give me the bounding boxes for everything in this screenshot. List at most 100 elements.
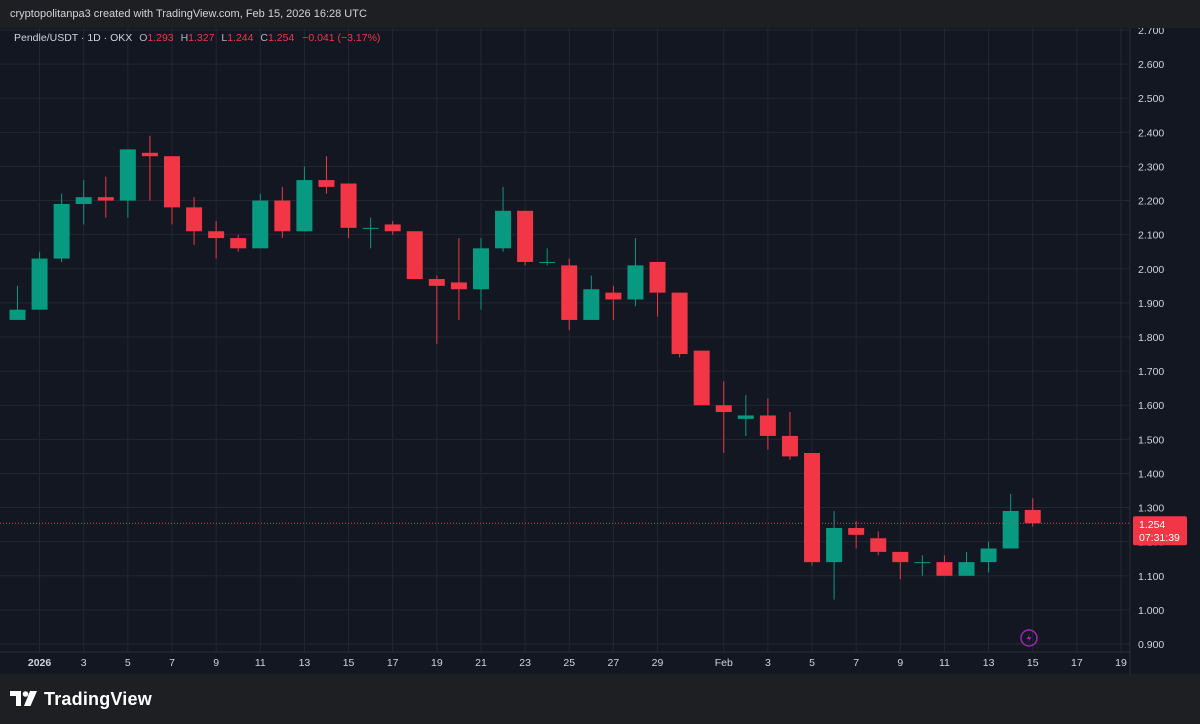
candle-body <box>97 197 114 201</box>
candle[interactable] <box>252 193 269 249</box>
candle[interactable] <box>186 197 203 245</box>
candle[interactable] <box>583 275 600 320</box>
candle[interactable] <box>1024 498 1041 527</box>
candle-body <box>892 551 909 563</box>
candle-body <box>318 180 335 187</box>
price-axis[interactable] <box>1130 28 1200 674</box>
y-tick-label: 2.600 <box>1138 59 1164 71</box>
tradingview-brand[interactable]: TradingView <box>10 688 152 710</box>
candle[interactable] <box>495 186 512 252</box>
candle[interactable] <box>958 551 975 576</box>
candle[interactable] <box>75 180 92 225</box>
candle-body <box>252 200 269 249</box>
candle-body <box>362 227 379 229</box>
y-tick-label: 1.000 <box>1138 605 1164 617</box>
candle-body <box>9 309 26 320</box>
x-tick-label: 13 <box>299 657 311 669</box>
candle[interactable] <box>936 555 953 576</box>
y-tick-label: 1.300 <box>1138 503 1164 515</box>
y-tick-label: 1.700 <box>1138 366 1164 378</box>
y-tick-label: 0.900 <box>1138 639 1164 651</box>
x-tick-label: 19 <box>1115 657 1127 669</box>
candle[interactable] <box>472 238 489 310</box>
candle[interactable] <box>826 510 843 600</box>
candle-body <box>649 261 666 293</box>
candle[interactable] <box>605 285 622 320</box>
candle[interactable] <box>693 350 710 406</box>
candle[interactable] <box>759 398 776 450</box>
candle[interactable] <box>781 412 798 460</box>
candle-body <box>561 265 578 320</box>
candle[interactable] <box>141 135 158 201</box>
y-tick-label: 2.100 <box>1138 230 1164 242</box>
candle-body <box>296 180 313 232</box>
candle[interactable] <box>362 217 379 249</box>
candle[interactable] <box>517 210 534 266</box>
open-value: 1.293 <box>147 32 174 44</box>
y-tick-label: 1.100 <box>1138 571 1164 583</box>
candle-body <box>208 231 225 239</box>
x-tick-label: 13 <box>983 657 995 669</box>
y-tick-label: 2.400 <box>1138 127 1164 139</box>
candle[interactable] <box>561 258 578 331</box>
candle-body <box>75 197 92 204</box>
x-tick-label: 23 <box>519 657 531 669</box>
x-tick-label: 15 <box>343 657 355 669</box>
x-tick-label: Feb <box>715 657 733 669</box>
candle[interactable] <box>163 156 180 225</box>
candle[interactable] <box>715 381 732 453</box>
candle[interactable] <box>31 251 48 310</box>
candle-body <box>914 562 931 564</box>
candle[interactable] <box>230 234 247 252</box>
y-tick-label: 2.000 <box>1138 264 1164 276</box>
candle[interactable] <box>671 292 688 358</box>
candle[interactable] <box>737 394 754 436</box>
candle[interactable] <box>208 221 225 259</box>
time-axis[interactable] <box>0 652 1130 674</box>
top-bar: cryptopolitanpa3 created with TradingVie… <box>0 0 1200 28</box>
candle-body <box>472 248 489 290</box>
candle[interactable] <box>450 238 467 320</box>
candle[interactable] <box>870 531 887 556</box>
candle-body <box>53 203 70 259</box>
candle[interactable] <box>804 452 821 566</box>
candle-body <box>804 452 821 563</box>
y-tick-label: 1.900 <box>1138 298 1164 310</box>
candle[interactable] <box>1002 493 1019 549</box>
candle-body <box>119 149 136 201</box>
candle-body <box>1002 510 1019 549</box>
candle-body <box>450 282 467 290</box>
x-tick-label: 19 <box>431 657 443 669</box>
candle[interactable] <box>627 238 644 307</box>
price-tag-countdown: 07:31:39 <box>1139 532 1180 544</box>
ohlc-legend: Pendle/USDT · 1D · OKX O1.293 H1.327 L1.… <box>14 32 380 44</box>
candle[interactable] <box>9 285 26 320</box>
candle-body <box>517 210 534 262</box>
candle[interactable] <box>119 149 136 218</box>
candle[interactable] <box>318 156 335 194</box>
price-chart[interactable]: 2.700 2.600 2.500 2.400 2.300 2.200 2.100 2.000… <box>0 28 1200 674</box>
x-tick-label: 15 <box>1027 657 1039 669</box>
candle[interactable] <box>914 555 931 576</box>
candle[interactable] <box>384 221 401 235</box>
candle[interactable] <box>848 521 865 549</box>
high-label: H <box>180 32 189 44</box>
candle-body <box>384 224 401 232</box>
candle[interactable] <box>406 231 423 280</box>
candle[interactable] <box>428 275 445 344</box>
flash-icon[interactable] <box>1020 629 1038 647</box>
candle[interactable] <box>53 193 70 262</box>
candle[interactable] <box>274 186 291 239</box>
candle[interactable] <box>539 248 556 266</box>
plot-area[interactable] <box>0 28 1130 652</box>
candle[interactable] <box>892 551 909 580</box>
candle[interactable] <box>649 261 666 317</box>
price-tag-box <box>1133 516 1187 546</box>
candle[interactable] <box>97 176 114 218</box>
candle[interactable] <box>340 183 357 239</box>
candle-body <box>428 279 445 286</box>
candle[interactable] <box>296 166 313 232</box>
candle-body <box>141 152 158 157</box>
candle[interactable] <box>980 541 997 573</box>
symbol-label[interactable]: Pendle/USDT · 1D · OKX <box>14 32 133 44</box>
